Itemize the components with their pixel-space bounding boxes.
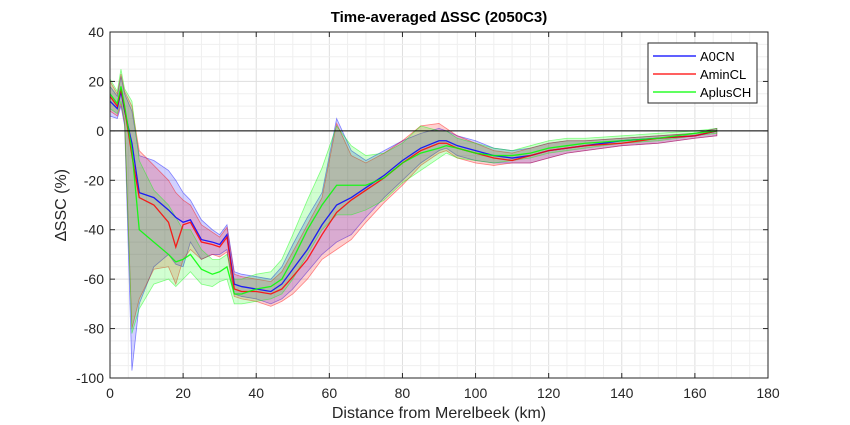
band-a0cn: [109, 76, 718, 371]
y-tick-label: 0: [96, 123, 104, 139]
band-amincl: [109, 73, 718, 329]
legend-label-amincl: AminCL: [700, 67, 746, 82]
y-tick-label: -100: [76, 370, 104, 386]
plot-frame: [109, 31, 769, 379]
y-tick-label: -20: [84, 172, 104, 188]
legend: A0CN AminCL AplusCH: [647, 42, 758, 104]
y-tick-label: 20: [88, 73, 104, 89]
chart-title: Time-averaged ∆SSC (2050C3): [331, 9, 548, 26]
legend-box: [647, 42, 758, 104]
x-axis-label: Distance from Merelbeek (km): [332, 405, 546, 422]
y-tick-label: -40: [84, 222, 104, 238]
y-tick-label: -60: [84, 271, 104, 287]
series-line-amincl: [109, 88, 717, 295]
x-tick-label: 120: [537, 385, 561, 401]
series-line-aplusch: [109, 86, 717, 295]
legend-label-aplusch: AplusCH: [700, 85, 751, 100]
uncertainty-bands: [109, 68, 718, 371]
x-tick-label: 180: [756, 385, 780, 401]
x-tick-label: 60: [322, 385, 338, 401]
legend-label-a0cn: A0CN: [700, 49, 735, 64]
x-tick-label: 80: [395, 385, 411, 401]
y-tick-label: 40: [88, 24, 104, 40]
y-tick-label: -80: [84, 321, 104, 337]
x-tick-label: 100: [464, 385, 488, 401]
series-lines: [109, 86, 717, 295]
axis-ticks: 0 20 40 60 80 100 120 140 160 180 40 20 0 -20 -40 -60 -8…: [76, 24, 780, 401]
x-tick-label: 140: [610, 385, 634, 401]
x-tick-label: 40: [248, 385, 264, 401]
x-tick-label: 0: [106, 385, 114, 401]
x-tick-label: 20: [175, 385, 191, 401]
y-axis-label: ∆SSC (%): [53, 169, 70, 241]
x-tick-label: 160: [683, 385, 707, 401]
band-aplusch: [109, 68, 718, 334]
